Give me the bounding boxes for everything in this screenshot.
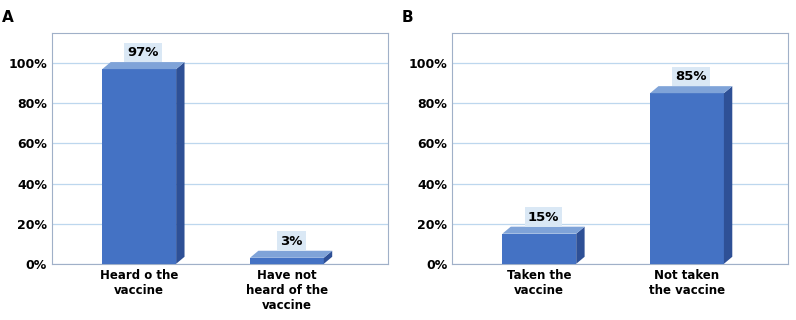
- Polygon shape: [103, 69, 176, 264]
- Text: 3%: 3%: [280, 235, 302, 248]
- Polygon shape: [502, 227, 584, 234]
- Polygon shape: [724, 86, 732, 264]
- Polygon shape: [576, 227, 584, 264]
- Text: 15%: 15%: [528, 211, 559, 224]
- Polygon shape: [502, 234, 576, 264]
- Polygon shape: [250, 251, 332, 258]
- Polygon shape: [103, 62, 185, 69]
- Text: B: B: [402, 10, 413, 25]
- Polygon shape: [176, 62, 185, 264]
- Text: 97%: 97%: [127, 46, 159, 59]
- Polygon shape: [650, 93, 724, 264]
- Polygon shape: [650, 86, 732, 93]
- Text: A: A: [2, 10, 14, 25]
- Polygon shape: [250, 258, 324, 264]
- Polygon shape: [324, 251, 332, 264]
- Text: 85%: 85%: [676, 70, 707, 83]
